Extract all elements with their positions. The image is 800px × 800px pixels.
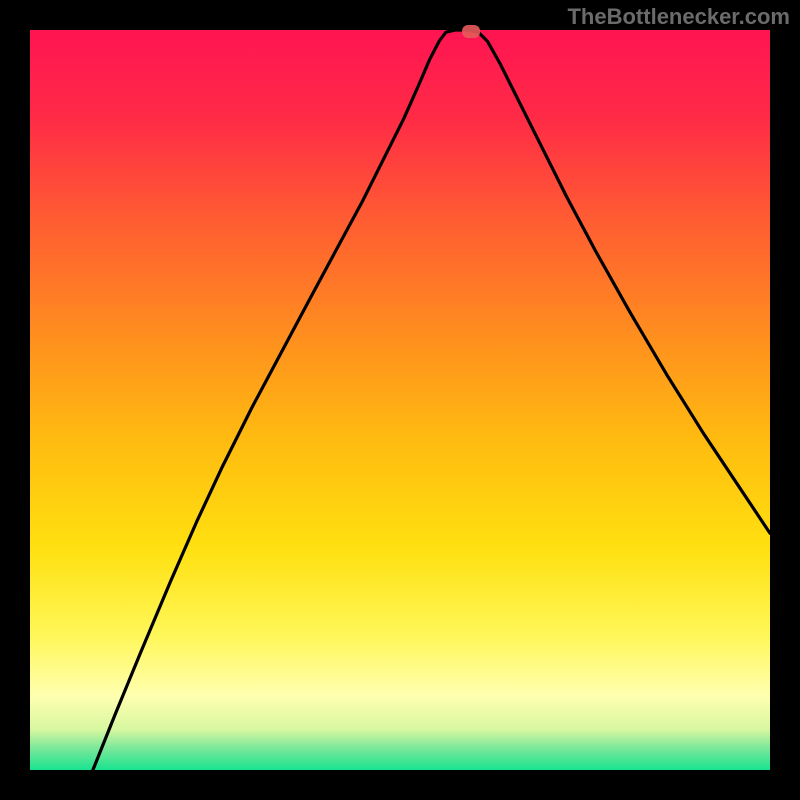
chart-container: TheBottlenecker.com xyxy=(0,0,800,800)
plot-background xyxy=(30,30,770,770)
optimum-marker xyxy=(462,25,480,38)
watermark-text: TheBottlenecker.com xyxy=(567,4,790,30)
bottleneck-chart xyxy=(0,0,800,800)
